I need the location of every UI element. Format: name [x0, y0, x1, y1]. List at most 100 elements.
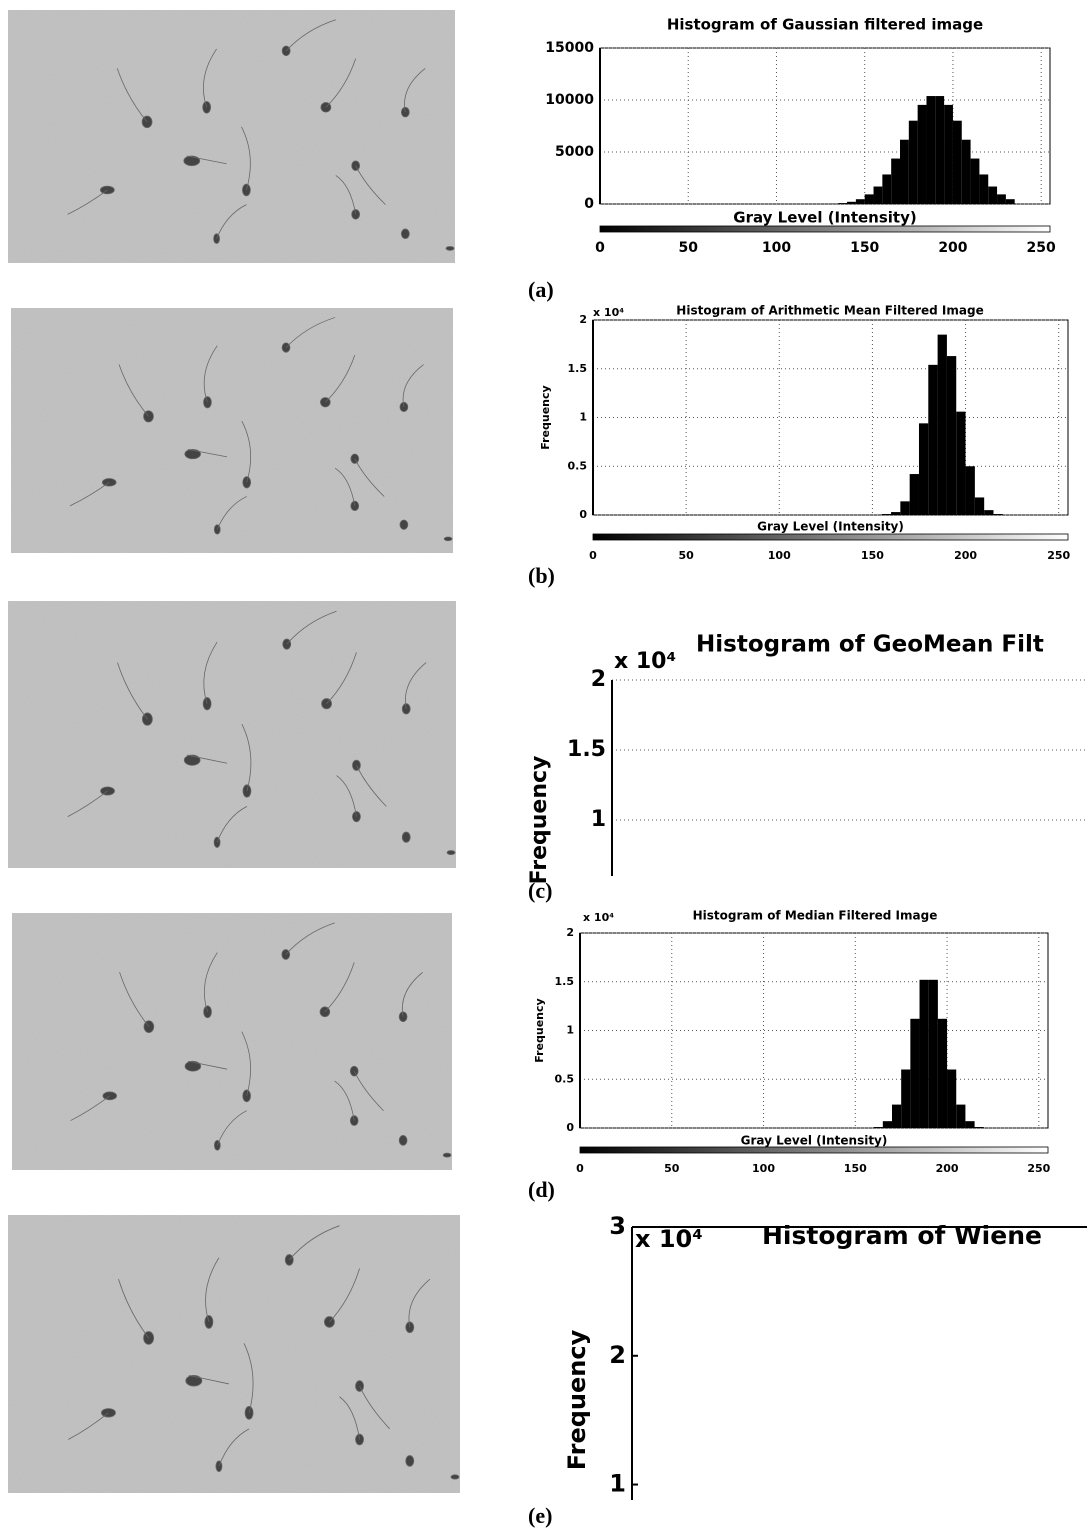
x-tick-label: 0 — [595, 240, 605, 256]
panel-label: (d) — [528, 1177, 555, 1202]
y-tick-label: 0.5 — [568, 459, 588, 472]
histogram-bar — [952, 120, 962, 204]
panel-label: (a) — [528, 277, 554, 302]
histogram-bar — [882, 174, 892, 204]
histogram-bar — [979, 174, 989, 204]
histogram-bar — [873, 1127, 883, 1128]
histogram-bar — [917, 104, 927, 204]
micrograph — [8, 10, 455, 263]
x-tick-label: 50 — [664, 1162, 680, 1175]
x-tick-label: 150 — [850, 240, 879, 256]
y-multiplier: x 10⁴ — [583, 911, 614, 924]
colorbar — [579, 1146, 1049, 1154]
y-tick-label: 1 — [566, 1024, 574, 1037]
histogram-bar — [919, 979, 929, 1128]
y-tick-label: 1 — [579, 411, 587, 424]
x-axis-label: Gray Level (Intensity) — [733, 209, 916, 227]
y-axis-label: Frequency — [533, 998, 546, 1062]
histogram-bar — [965, 466, 975, 515]
histogram-bar — [965, 1121, 975, 1128]
histogram-bar — [909, 474, 919, 515]
x-tick-label: 200 — [936, 1162, 959, 1175]
chart-title: Histogram of Arithmetic Mean Filtered Im… — [676, 304, 983, 318]
plot-frame — [592, 319, 1069, 516]
y-tick-label: 3 — [609, 1212, 626, 1240]
y-tick-label: 1 — [591, 807, 606, 832]
histogram-bar — [956, 1104, 966, 1128]
x-axis-label: Gray Level (Intensity) — [757, 520, 904, 534]
x-tick-label: 250 — [1027, 1162, 1050, 1175]
panel-label: (c) — [528, 878, 552, 903]
histogram-bar — [970, 158, 980, 204]
x-tick-label: 150 — [844, 1162, 867, 1175]
histogram-bar — [974, 1127, 984, 1128]
histogram-bar — [993, 514, 1003, 515]
x-tick-label: 150 — [861, 549, 884, 562]
y-tick-label: 2 — [609, 1341, 626, 1369]
histogram-bar — [892, 1104, 902, 1128]
histogram-bar — [988, 186, 998, 204]
histogram-bar — [891, 512, 901, 515]
y-tick-label: 10000 — [545, 92, 594, 108]
y-tick-label: 1.5 — [568, 362, 588, 375]
x-tick-label: 100 — [768, 549, 791, 562]
histogram-bar — [855, 199, 865, 204]
micrographs — [8, 10, 460, 1493]
histogram-bar — [947, 1069, 957, 1128]
colorbar — [592, 533, 1069, 541]
x-tick-label: 250 — [1047, 549, 1070, 562]
histogram-bar — [984, 510, 994, 515]
histogram-bar — [838, 203, 848, 204]
x-tick-label: 0 — [576, 1162, 584, 1175]
histogram-bar — [956, 411, 966, 515]
y-axis-label: Frequency — [539, 385, 552, 449]
histogram-bar — [881, 514, 892, 515]
y-tick-label: 0 — [579, 508, 587, 521]
histogram-bar — [944, 104, 953, 204]
histogram-bar — [901, 1069, 911, 1128]
histogram-bar — [935, 96, 945, 204]
y-axis-label: Frequency — [527, 756, 552, 885]
x-tick-label: 0 — [589, 549, 597, 562]
y-tick-label: 5000 — [555, 144, 594, 160]
histogram-bar — [937, 1018, 948, 1128]
y-multiplier: x 10⁴ — [593, 306, 624, 319]
y-axis-label: Frequency — [563, 1329, 591, 1470]
x-tick-label: 100 — [752, 1162, 775, 1175]
chart-title: Histogram of GeoMean Filt — [696, 632, 1044, 658]
histogram-bar — [946, 356, 957, 515]
x-tick-label: 100 — [762, 240, 791, 256]
y-multiplier: x 10⁴ — [635, 1225, 703, 1253]
histogram-bar — [928, 364, 938, 515]
panel-label: (b) — [528, 563, 555, 588]
histogram-bar — [900, 139, 909, 204]
micrograph — [11, 308, 453, 553]
histogram-bar — [910, 1018, 920, 1128]
histogram-bar — [900, 501, 910, 515]
histogram-bar — [882, 1121, 892, 1128]
y-tick-label: 0 — [584, 196, 594, 212]
y-tick-label: 1.5 — [555, 975, 575, 988]
y-tick-label: 2 — [579, 313, 587, 326]
y-tick-label: 2 — [566, 926, 574, 939]
x-tick-label: 200 — [938, 240, 967, 256]
colorbar — [599, 225, 1051, 233]
histogram-bar — [847, 201, 856, 204]
histogram-bar — [997, 194, 1006, 204]
x-tick-label: 50 — [678, 549, 694, 562]
histogram-bar — [961, 139, 971, 204]
histogram-bar — [1005, 199, 1015, 204]
micrograph — [8, 601, 456, 868]
y-tick-label: 1.5 — [567, 737, 606, 762]
chart-title: Histogram of Wiene — [762, 1221, 1042, 1250]
x-axis-label: Gray Level (Intensity) — [741, 1134, 888, 1148]
micrograph — [8, 1215, 460, 1493]
chart-title: Histogram of Gaussian filtered image — [667, 16, 983, 34]
y-tick-label: 1 — [609, 1470, 626, 1498]
histogram-bar — [891, 158, 900, 204]
histogram-bar — [873, 186, 883, 204]
x-tick-label: 250 — [1027, 240, 1056, 256]
y-multiplier: x 10⁴ — [614, 649, 676, 674]
histogram-bar — [864, 194, 874, 204]
